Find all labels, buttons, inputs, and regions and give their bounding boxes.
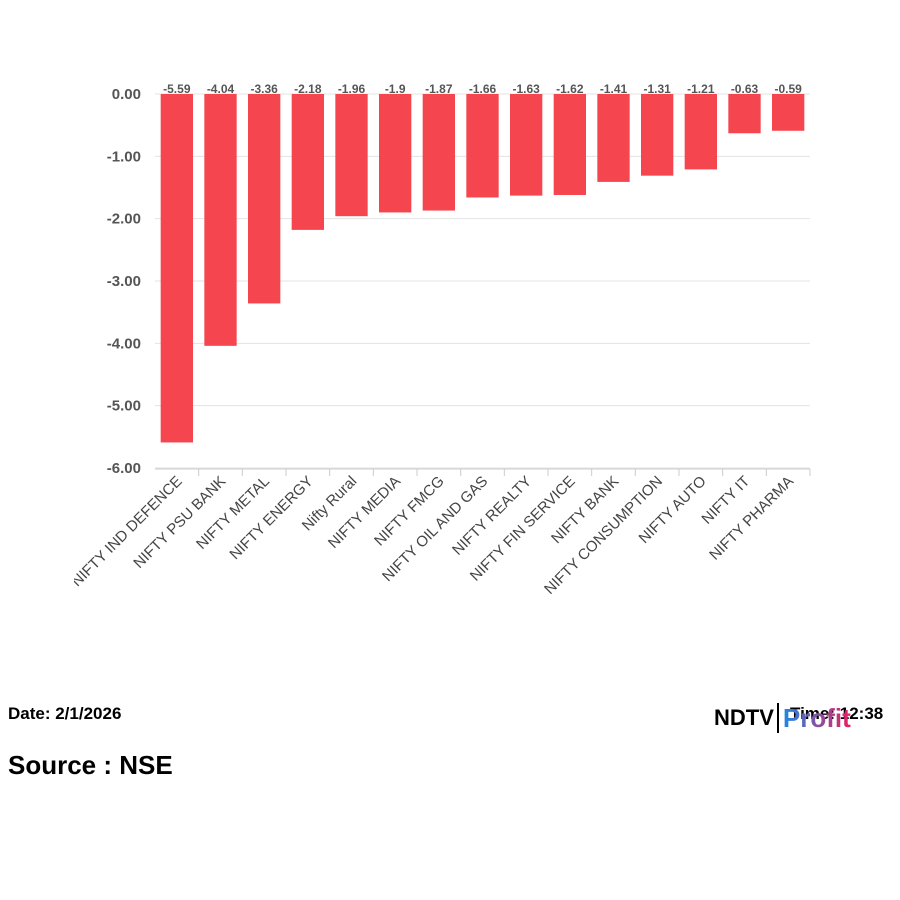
logo-ndtv-text: NDTV (714, 705, 774, 730)
data-label: -1.66 (469, 82, 497, 96)
data-labels: -5.59 -4.04 -3.36 -2.18 -1.96 -1.9 -1.87 -1.66 -… (163, 82, 802, 96)
bar (728, 94, 761, 134)
bar (335, 94, 368, 217)
bar-chart: 0.00 -1.00 -2.00 -3.00 -4.00 -5.00 -6.00 NIFTY… (74, 82, 811, 598)
source-text: Source : NSE (8, 750, 173, 780)
data-label: -1.87 (425, 82, 453, 96)
logo-separator (776, 703, 779, 733)
logo-profit-text: Profit (782, 702, 851, 733)
data-label: -2.18 (294, 82, 322, 96)
data-label: -0.63 (731, 82, 759, 96)
y-tick-label: -1.00 (107, 148, 141, 165)
date-text: Date: 2/1/2026 (8, 704, 122, 723)
y-tick-label: -5.00 (107, 398, 141, 415)
data-label: -1.41 (600, 82, 628, 96)
data-label: -3.36 (250, 82, 278, 96)
data-label: -1.96 (338, 82, 366, 96)
data-label: -1.62 (556, 82, 584, 96)
bar (291, 94, 324, 230)
bar (510, 94, 543, 196)
bar (641, 94, 674, 176)
data-label: -1.9 (385, 82, 406, 96)
data-label: -0.59 (774, 82, 802, 96)
y-axis-ticks: 0.00 -1.00 -2.00 -3.00 -4.00 -5.00 -6.00 (107, 86, 141, 477)
data-label: -1.31 (643, 82, 671, 96)
data-label: -1.63 (512, 82, 540, 96)
data-label: -4.04 (207, 82, 235, 96)
bar (204, 94, 237, 346)
bar (772, 94, 805, 131)
data-label: -5.59 (163, 82, 191, 96)
bar (160, 94, 193, 443)
bar (597, 94, 630, 182)
bar (553, 94, 586, 195)
bars (160, 94, 805, 443)
x-category-label: NIFTY REALTY (449, 473, 535, 559)
bar (684, 94, 717, 170)
time-text: Time: 12:38 (790, 704, 884, 723)
ndtv-profit-logo: NDTV Profit (714, 700, 851, 736)
bar (248, 94, 281, 304)
y-tick-label: -4.00 (107, 335, 141, 352)
bar (422, 94, 455, 211)
data-label: -1.21 (687, 82, 715, 96)
y-tick-label: -3.00 (107, 273, 141, 290)
bar (466, 94, 499, 198)
y-tick-label: -2.00 (107, 211, 141, 228)
bar (379, 94, 412, 213)
y-tick-label: 0.00 (112, 86, 141, 103)
y-tick-label: -6.00 (107, 460, 141, 477)
